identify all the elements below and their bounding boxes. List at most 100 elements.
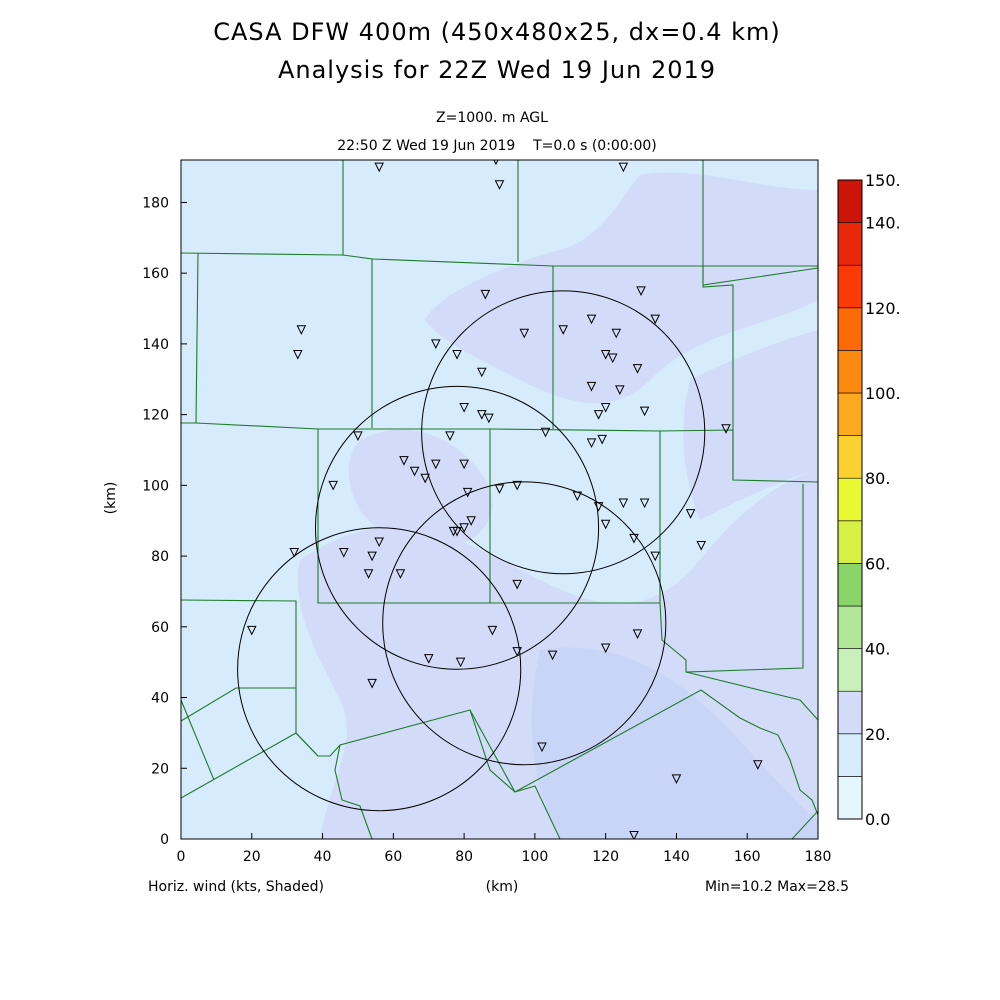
- colorbar-swatch: [837, 435, 863, 479]
- station-marker: [399, 456, 409, 466]
- colorbar-label: 140.: [865, 214, 901, 233]
- station-marker: [484, 413, 494, 424]
- colorbar-swatch: [837, 520, 863, 564]
- station-marker: [480, 289, 491, 300]
- x-tick-label: 0: [177, 849, 186, 865]
- x-axis: 0 20 40 60 80 100 120 140 160 180: [177, 833, 831, 865]
- station-marker: [632, 364, 643, 374]
- colorbar-swatch: [837, 733, 863, 777]
- station-marker: [466, 516, 476, 526]
- colorbar: 0.0 20. 40. 60. 80. 100. 120. 140. 150.: [837, 171, 901, 829]
- station-marker: [374, 537, 384, 548]
- y-tick-label: 180: [142, 195, 169, 211]
- radar-range-rings: [237, 290, 706, 812]
- station-marker: [615, 385, 625, 395]
- range-ring: [382, 481, 667, 766]
- station-marker: [420, 473, 430, 484]
- colorbar-swatch: [837, 648, 863, 692]
- colorbar-label: 40.: [865, 640, 890, 659]
- x-tick-label: 160: [734, 849, 761, 865]
- station-marker: [459, 523, 469, 533]
- station-marker: [650, 314, 661, 325]
- station-marker: [547, 650, 558, 661]
- station-marker: [423, 654, 434, 664]
- station-marker: [292, 350, 303, 360]
- station-marker: [328, 480, 338, 491]
- station-marker: [597, 434, 607, 445]
- x-tick-label: 40: [314, 849, 332, 865]
- station-marker: [430, 459, 441, 470]
- colorbar-label: 100.: [865, 384, 901, 403]
- station-marker: [753, 760, 763, 770]
- station-marker: [611, 328, 622, 339]
- station-marker: [607, 353, 618, 364]
- station-marker: [632, 629, 643, 640]
- colorbar-swatch: [837, 264, 863, 309]
- station-marker: [476, 367, 487, 378]
- station-marker: [487, 625, 498, 636]
- time-label: 22:50 Z Wed 19 Jun 2019 T=0.0 s (0:00:00…: [337, 138, 656, 154]
- x-tick-label: 80: [455, 849, 473, 865]
- y-tick-label: 160: [142, 266, 169, 282]
- station-marker: [459, 403, 469, 413]
- colorbar-swatch: [837, 392, 863, 436]
- station-marker: [696, 540, 707, 551]
- station-marker: [600, 403, 611, 413]
- x-axis-label: (km): [486, 879, 519, 895]
- station-marker: [572, 491, 583, 502]
- station-marker: [367, 678, 377, 689]
- colorbar-swatch: [837, 563, 863, 607]
- y-tick-label: 100: [142, 478, 169, 494]
- station-marker: [353, 431, 363, 441]
- station-marker: [558, 325, 569, 335]
- station-marker: [600, 519, 611, 530]
- chart-title: CASA DFW 400m (450x480x25, dx=0.4 km): [213, 18, 781, 46]
- station-marker: [636, 286, 646, 296]
- station-marker: [512, 480, 523, 491]
- colorbar-label: 80.: [865, 469, 890, 488]
- station-marker: [537, 742, 547, 753]
- station-marker: [452, 350, 462, 360]
- colorbar-swatch: [837, 307, 863, 351]
- station-marker: [639, 498, 650, 509]
- x-tick-label: 100: [522, 849, 549, 865]
- plot-area: [180, 159, 819, 840]
- range-ring: [237, 527, 522, 812]
- variable-label: Horiz. wind (kts, Shaded): [148, 879, 324, 895]
- station-marker: [586, 438, 597, 449]
- station-marker: [586, 314, 597, 325]
- station-marker: [445, 431, 455, 441]
- station-marker: [367, 551, 377, 562]
- station-marker: [540, 427, 551, 438]
- station-marker: [593, 410, 604, 420]
- colorbar-swatch: [837, 477, 863, 522]
- station-marker: [512, 647, 523, 657]
- speed-band-southeast: [531, 647, 818, 839]
- station-marker: [494, 180, 505, 190]
- station-marker: [629, 830, 639, 839]
- station-marker: [246, 625, 257, 636]
- speed-band-east-strip: [683, 330, 818, 520]
- colorbar-label: 150.: [865, 171, 901, 190]
- station-marker: [459, 459, 469, 470]
- speed-band-west-lobe: [348, 429, 493, 549]
- station-marker: [363, 569, 374, 579]
- y-tick-label: 40: [151, 691, 169, 707]
- station-marker: [374, 162, 384, 173]
- station-marker: [639, 406, 650, 417]
- colorbar-frame: [837, 179, 863, 820]
- colorbar-label: 60.: [865, 554, 890, 573]
- station-marker: [721, 424, 731, 434]
- station-marker: [289, 548, 300, 558]
- station-marker: [600, 350, 611, 360]
- y-tick-label: 0: [160, 832, 169, 848]
- colorbar-label: 20.: [865, 725, 890, 744]
- minmax-label: Min=10.2 Max=28.5: [705, 879, 849, 895]
- chart-subtitle: Analysis for 22Z Wed 19 Jun 2019: [278, 56, 716, 84]
- colorbar-swatch: [837, 776, 863, 820]
- station-marker: [593, 502, 604, 512]
- station-marker: [512, 579, 523, 590]
- station-marker: [409, 466, 420, 477]
- speed-field-shading: [181, 160, 818, 839]
